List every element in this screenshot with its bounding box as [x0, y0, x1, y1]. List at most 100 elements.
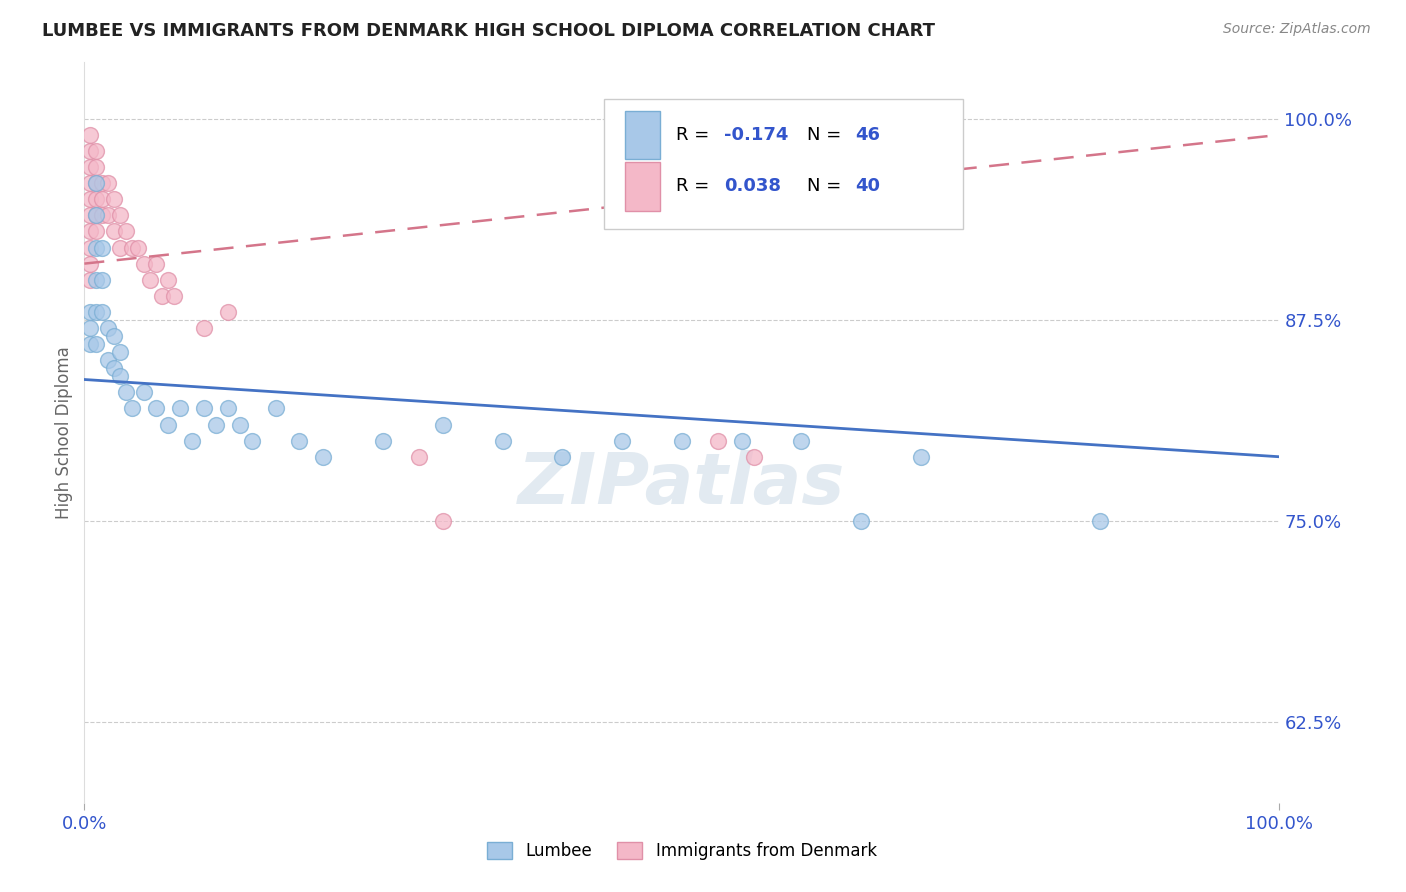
Text: R =: R = [676, 178, 714, 195]
Point [97, 208, 120, 222]
Text: R =: R = [676, 126, 714, 144]
Bar [624, 162, 661, 211]
Point [110, 369, 132, 384]
Bar [624, 111, 661, 159]
Point [157, 273, 180, 287]
Point [240, 434, 263, 448]
Point [79, 240, 101, 254]
Point [360, 820, 382, 834]
Point [731, 860, 754, 874]
Point [110, 345, 132, 359]
FancyBboxPatch shape [605, 99, 963, 229]
Point [91, 192, 114, 206]
Point [145, 257, 167, 271]
Point [86, 337, 108, 351]
Point [79, 144, 101, 158]
Point [103, 224, 125, 238]
Point [91, 305, 114, 319]
Point [79, 192, 101, 206]
Point [193, 321, 215, 335]
Point [288, 434, 311, 448]
Point [612, 434, 634, 448]
Point [86, 144, 108, 158]
Point [91, 208, 114, 222]
Point [91, 240, 114, 254]
Point [671, 434, 693, 448]
Point [86, 224, 108, 238]
Point [132, 385, 156, 400]
Point [163, 289, 186, 303]
Point [492, 434, 515, 448]
Point [86, 305, 108, 319]
Text: 40: 40 [855, 178, 880, 195]
Point [86, 273, 108, 287]
Point [91, 176, 114, 190]
Point [169, 401, 191, 416]
Point [103, 192, 125, 206]
Point [132, 257, 156, 271]
Point [551, 450, 574, 464]
Text: 0.038: 0.038 [724, 178, 780, 195]
Point [79, 257, 101, 271]
Point [707, 434, 730, 448]
Point [79, 321, 101, 335]
Point [86, 192, 108, 206]
Point [79, 176, 101, 190]
Point [103, 361, 125, 376]
Point [86, 176, 108, 190]
Point [731, 434, 754, 448]
Point [115, 385, 138, 400]
Point [121, 240, 143, 254]
Point [97, 321, 120, 335]
Legend: Lumbee, Immigrants from Denmark: Lumbee, Immigrants from Denmark [479, 834, 884, 869]
Point [217, 401, 239, 416]
Point [264, 401, 287, 416]
Y-axis label: High School Diploma: High School Diploma [55, 346, 73, 519]
Point [79, 337, 101, 351]
Point [432, 417, 454, 432]
Point [145, 401, 167, 416]
Point [139, 273, 162, 287]
Point [150, 289, 173, 303]
Point [373, 434, 395, 448]
Point [851, 514, 873, 528]
Point [103, 329, 125, 343]
Text: -0.174: -0.174 [724, 126, 789, 144]
Point [79, 273, 101, 287]
Point [91, 273, 114, 287]
Point [86, 176, 108, 190]
Text: 46: 46 [855, 126, 880, 144]
Point [86, 160, 108, 174]
Text: N =: N = [807, 178, 848, 195]
Point [115, 224, 138, 238]
Point [312, 450, 335, 464]
Text: ZIPatlas: ZIPatlas [519, 450, 845, 519]
Point [79, 208, 101, 222]
Point [1090, 514, 1112, 528]
Point [193, 401, 215, 416]
Point [205, 417, 228, 432]
Point [110, 208, 132, 222]
Point [79, 128, 101, 142]
Point [86, 208, 108, 222]
Point [157, 417, 180, 432]
Point [127, 240, 149, 254]
Point [432, 514, 454, 528]
Point [79, 224, 101, 238]
Point [181, 434, 204, 448]
Point [79, 160, 101, 174]
Point [910, 450, 932, 464]
Point [742, 450, 765, 464]
Point [229, 417, 252, 432]
Point [790, 434, 813, 448]
Point [408, 450, 430, 464]
Text: N =: N = [807, 126, 848, 144]
Point [97, 176, 120, 190]
Point [110, 240, 132, 254]
Point [217, 305, 239, 319]
Point [121, 401, 143, 416]
Point [79, 305, 101, 319]
Point [97, 353, 120, 368]
Text: LUMBEE VS IMMIGRANTS FROM DENMARK HIGH SCHOOL DIPLOMA CORRELATION CHART: LUMBEE VS IMMIGRANTS FROM DENMARK HIGH S… [42, 22, 935, 40]
Point [86, 208, 108, 222]
